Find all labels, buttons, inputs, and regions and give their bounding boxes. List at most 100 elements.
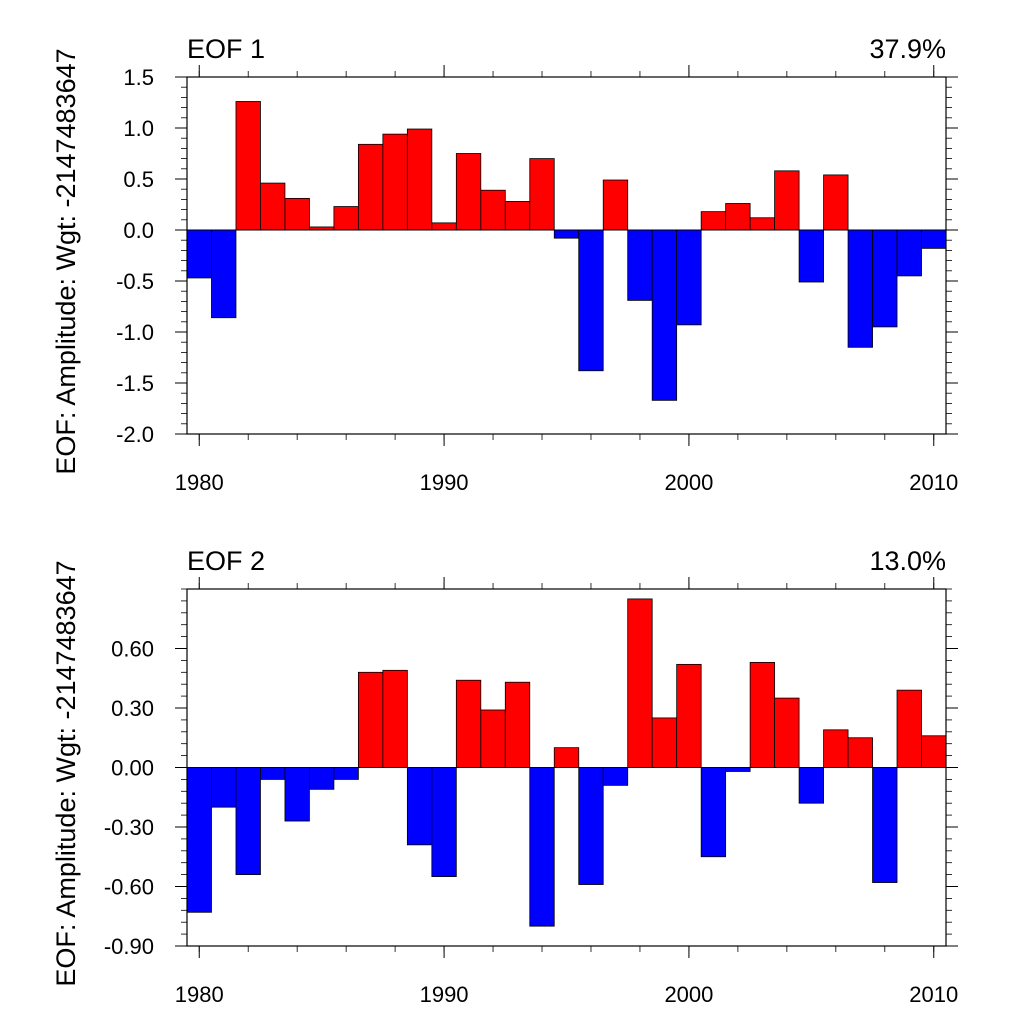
eof-2-bar-2005: [798, 767, 824, 804]
eof-2-bar-1988: [382, 669, 408, 768]
eof-2-bar-2003: [749, 661, 776, 768]
eof-2-bar-1993: [504, 681, 531, 768]
eof-1-y-tick-label: 0.0: [123, 218, 154, 243]
eof-1-ticks: [175, 65, 958, 446]
eof-2-bar-2009: [896, 689, 922, 768]
eof-2-y-tick-label: -0.90: [104, 934, 154, 959]
eof-1-y-axis-label: EOF: Amplitude: Wgt: -2147483647: [51, 48, 81, 474]
eof-1-bar-1999: [651, 229, 678, 401]
eof-1-bar-1989: [406, 128, 433, 231]
eof-1-panel: 1.5 1.0 0.5 0.0 -0.5 -1.0 -1.5 -2.0 1980 1990 200…: [51, 34, 958, 495]
eof-2-bar-1984: [284, 767, 310, 822]
eof-2-y-tick-label: 0.00: [111, 756, 154, 781]
eof-2-bar-1995: [553, 747, 580, 768]
eof-1-bar-1987: [357, 143, 384, 231]
eof-2-x-tick-label: 1980: [175, 982, 224, 1007]
eof-2-bar-2006: [823, 729, 849, 768]
eof-2-bar-1987: [357, 671, 384, 768]
eof-1-title: EOF 1: [187, 34, 265, 64]
eof-2-bar-1992: [480, 709, 506, 768]
eof-2-y-tick-label: 0.60: [111, 637, 154, 662]
eof-1-x-tick-label: 2000: [664, 470, 713, 495]
eof-1-bar-1997: [602, 179, 629, 231]
eof-2-bar-2001: [700, 767, 727, 858]
eof-1-y-tick-label: 0.5: [123, 167, 154, 192]
eof-1-x-tick-labels: 1980 1990 2000 2010: [175, 470, 958, 495]
eof-1-bar-1986: [333, 206, 359, 231]
eof-2-bar-1981: [211, 767, 237, 808]
eof-2-bar-1990: [431, 767, 457, 877]
eof-2-x-tick-labels: 1980 1990 2000 2010: [175, 982, 958, 1007]
eof-1-y-tick-label: 1.5: [123, 65, 154, 90]
eof-2-bar-2010: [921, 735, 947, 768]
eof-2-title: EOF 2: [187, 546, 265, 576]
eof-1-y-tick-labels: 1.5 1.0 0.5 0.0 -0.5 -1.0 -1.5 -2.0: [116, 65, 154, 447]
eof-1-bar-1991: [455, 153, 482, 231]
eof-1-bar-2010: [921, 229, 947, 249]
eof-1-bar-1980: [186, 229, 212, 279]
eof-2-bar-1982: [235, 767, 261, 875]
eof-2-y-tick-label: -0.30: [104, 815, 154, 840]
eof-1-bar-2005: [798, 229, 824, 283]
eof-1-bar-2004: [774, 170, 800, 231]
eof-2-x-tick-label: 2010: [909, 982, 958, 1007]
eof-2-bar-1994: [529, 767, 555, 927]
eof-2-ticks: [175, 577, 958, 958]
eof-1-bars: [186, 101, 947, 401]
eof-2-bar-2000: [676, 663, 702, 768]
eof-2-x-tick-label: 2000: [664, 982, 713, 1007]
eof-1-bar-1984: [284, 197, 310, 231]
eof-2-bar-1991: [455, 679, 482, 768]
eof-1-plot-frame: [186, 76, 947, 435]
eof-1-bar-1992: [480, 189, 506, 231]
eof-1-y-tick-label: -1.5: [116, 371, 154, 396]
eof-2-y-tick-labels: 0.60 0.30 0.00 -0.30 -0.60 -0.90: [104, 637, 154, 960]
eof-2-variance-label: 13.0%: [869, 546, 946, 576]
eof-1-bar-1982: [235, 101, 261, 231]
eof-2-bar-2004: [774, 697, 800, 768]
eof-1-bar-2001: [700, 211, 727, 231]
eof-1-variance-label: 37.9%: [869, 34, 946, 64]
eof-2-y-tick-label: 0.30: [111, 696, 154, 721]
eof-2-bar-1983: [260, 767, 286, 780]
eof-2-y-axis-label: EOF: Amplitude: Wgt: -2147483647: [51, 560, 81, 986]
eof-1-y-tick-label: -1.0: [116, 320, 154, 345]
eof-1-bar-2003: [749, 217, 776, 231]
eof-2-bar-1980: [186, 767, 212, 913]
eof-2-bar-1989: [406, 767, 433, 846]
eof-1-bar-1983: [260, 182, 286, 231]
eof-2-x-tick-label: 1990: [420, 982, 469, 1007]
eof-2-bar-1985: [309, 767, 335, 790]
eof-2-bar-1996: [578, 767, 604, 885]
eof-1-y-tick-label: -0.5: [116, 269, 154, 294]
eof-1-bar-1988: [382, 133, 408, 231]
eof-2-bar-1986: [333, 767, 359, 780]
eof-2-bar-1999: [651, 717, 678, 768]
eof-1-bar-2002: [725, 203, 751, 231]
eof-2-bar-2008: [872, 767, 898, 883]
eof-2-bar-1998: [627, 598, 653, 768]
eof-1-bar-2007: [847, 229, 873, 348]
eof-1-bar-1995: [553, 229, 580, 239]
eof-1-y-tick-label: -2.0: [116, 422, 154, 447]
eof-1-bar-2000: [676, 229, 702, 326]
eof-1-bar-1990: [431, 222, 457, 231]
eof-1-x-tick-label: 1980: [175, 470, 224, 495]
eof-1-bar-1996: [578, 229, 604, 372]
eof-1-y-tick-label: 1.0: [123, 116, 154, 141]
eof-1-bar-1993: [504, 201, 531, 231]
eof-1-bar-2008: [872, 229, 898, 328]
eof-2-bar-2007: [847, 737, 873, 768]
eof-1-x-tick-label: 1990: [420, 470, 469, 495]
eof-2-y-tick-label: -0.60: [104, 875, 154, 900]
eof-1-bar-2009: [896, 229, 922, 277]
eof-1-bar-1981: [211, 229, 237, 319]
eof-1-bar-2006: [823, 174, 849, 231]
eof-2-bar-1997: [602, 767, 629, 786]
eof-1-x-tick-label: 2010: [909, 470, 958, 495]
eof-2-bar-2002: [725, 767, 751, 772]
eof-2-panel: 0.60 0.30 0.00 -0.30 -0.60 -0.90 1980 1990 2000…: [51, 546, 958, 1007]
eof-2-bars: [186, 598, 947, 927]
